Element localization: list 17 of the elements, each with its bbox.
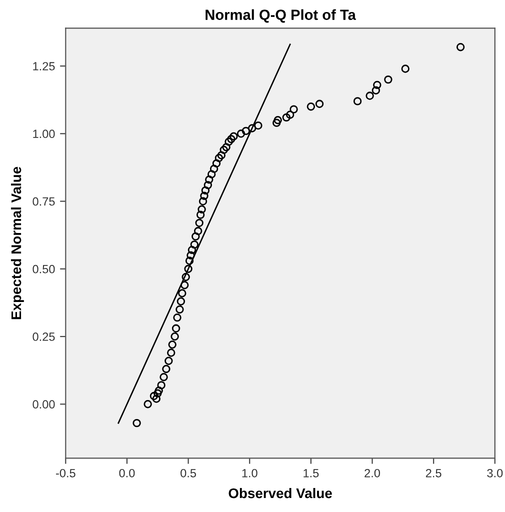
- x-tick-label: 2.0: [364, 468, 380, 478]
- y-tick-label: 0.25: [32, 332, 55, 341]
- y-tick-label: 1.00: [33, 130, 55, 138]
- x-tick-label: 2.5: [426, 468, 442, 478]
- x-axis-title: Observed Value: [228, 488, 332, 498]
- y-tick-label: 0.75: [32, 197, 55, 206]
- y-tick-label: 1.25: [33, 62, 55, 70]
- x-tick-label: 0.5: [180, 468, 196, 478]
- chart-title: Normal Q-Q Plot of Ta: [206, 9, 356, 23]
- x-tick-label: -0.5: [56, 468, 76, 478]
- y-tick-label: 0.50: [32, 264, 55, 274]
- x-tick-label: 3.0: [487, 468, 503, 478]
- y-tick-label: 0.00: [32, 400, 55, 409]
- x-tick-label: 0.0: [119, 468, 135, 478]
- x-tick-label: 1.0: [242, 468, 258, 478]
- y-axis-title: Expected Normal Value: [10, 166, 24, 320]
- x-tick-label: 1.5: [304, 469, 319, 478]
